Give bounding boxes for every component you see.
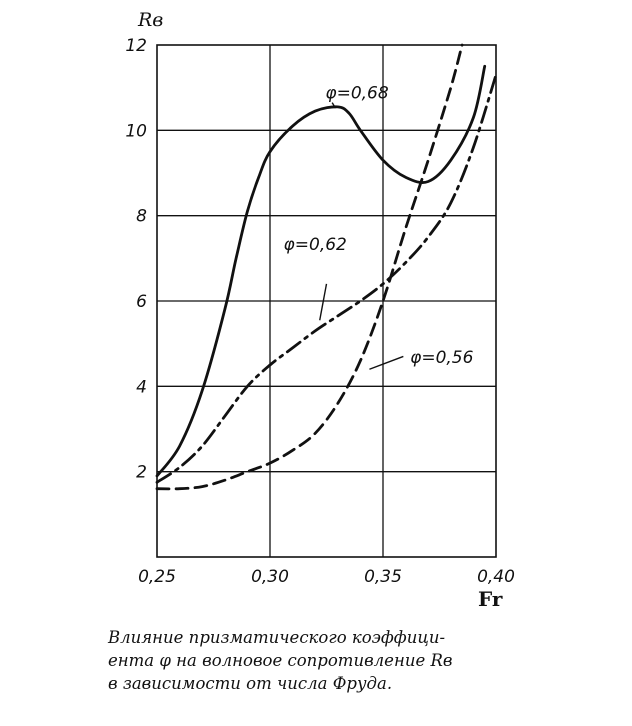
x-tick-label: 0,25 <box>138 567 176 587</box>
y-tick-label: 8 <box>136 207 147 227</box>
series-line-3 <box>155 43 464 491</box>
caption-line-1: Влияние призматического коэффици- <box>108 628 446 647</box>
x-tick-label: 0,35 <box>364 567 402 587</box>
series-label: φ=0,56 <box>410 348 473 368</box>
series-label-leader <box>369 355 404 370</box>
figure-caption: Влияние призматического коэффици- ента φ… <box>108 626 548 695</box>
x-tick-label: 0,30 <box>251 567 289 587</box>
series-layer <box>155 43 498 491</box>
tick-layer: 0,25 0,30 0,35 0,40 2 4 6 8 10 12 <box>125 36 515 587</box>
y-tick-label: 10 <box>125 121 147 141</box>
y-tick-label: 4 <box>136 377 147 397</box>
series-label: φ=0,62 <box>284 235 347 255</box>
label-layer: φ=0,68 φ=0,62 φ=0,56 <box>284 83 474 370</box>
y-tick-label: 2 <box>136 463 147 483</box>
y-tick-label: 12 <box>125 36 147 56</box>
caption-line-3: в зависимости от числа Фруда. <box>108 674 393 693</box>
grid <box>156 44 497 558</box>
series-line-2 <box>155 73 498 484</box>
y-axis-title: Rв <box>137 9 163 31</box>
x-tick-label: 0,40 <box>477 567 515 587</box>
y-tick-label: 6 <box>136 292 147 312</box>
series-label-leader <box>319 283 328 321</box>
series-line-1 <box>155 64 487 478</box>
caption-line-2: ента φ на волновое сопротивление Rв <box>108 651 453 670</box>
series-label: φ=0,68 <box>325 83 388 103</box>
series-label-leader <box>331 102 337 109</box>
x-axis-title: Fr <box>478 587 503 611</box>
